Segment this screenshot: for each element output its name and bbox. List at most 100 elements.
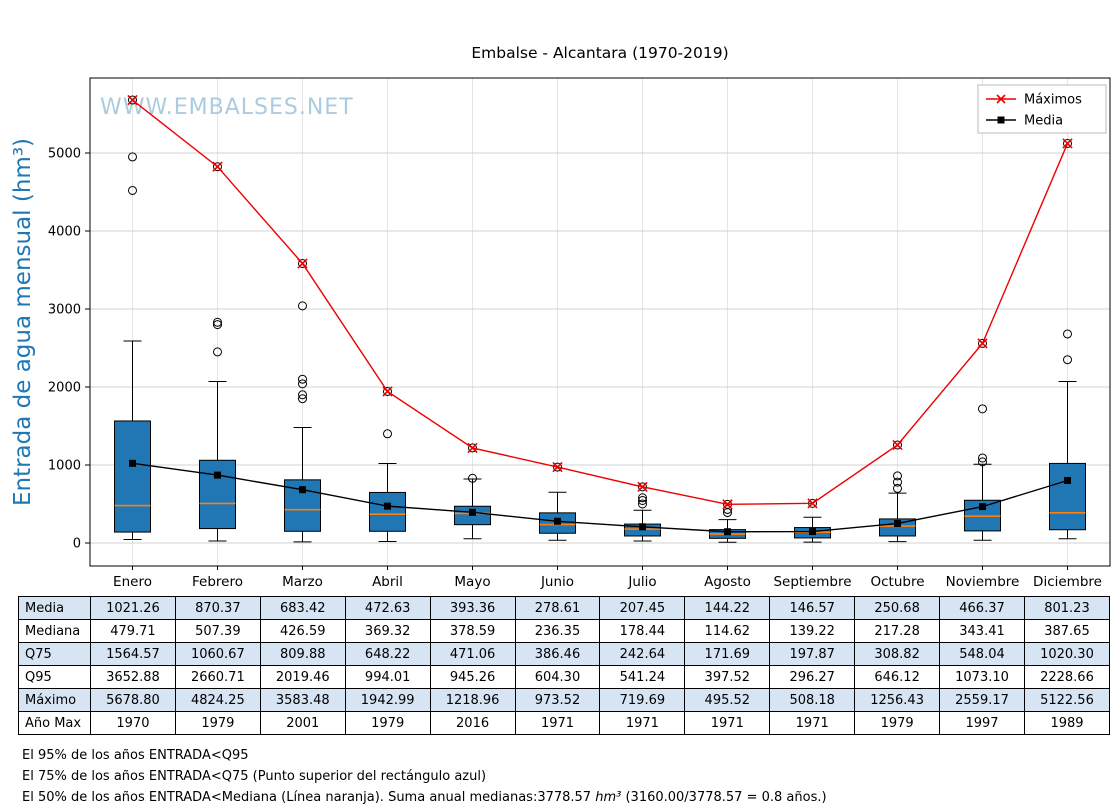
x-tick-label-Noviembre: Noviembre <box>946 574 1020 590</box>
table-cell: 171.69 <box>684 642 771 666</box>
x-tick-label-Abril: Abril <box>372 574 403 590</box>
footer-note-q75: El 75% de los años ENTRADA<Q75 (Punto su… <box>22 769 487 784</box>
table-cell: 369.32 <box>344 619 431 643</box>
table-cell: 1073.10 <box>939 665 1025 689</box>
table-cell: 207.45 <box>599 596 686 620</box>
table-cell: 5678.80 <box>90 688 176 712</box>
y-axis-label: Entrada de agua mensual (hm³) <box>10 138 36 506</box>
table-cell: 604.30 <box>514 665 601 689</box>
mean-square-marker <box>724 528 731 536</box>
outlier-marker <box>128 95 137 105</box>
box-Abril <box>369 491 406 532</box>
table-cell: 945.26 <box>429 665 516 689</box>
outlier-marker <box>298 394 307 404</box>
table-cell: 114.62 <box>684 619 771 643</box>
table-cell: 1020.30 <box>1023 642 1111 666</box>
legend-label-maximos: Máximos <box>1024 93 1082 108</box>
max-x-marker <box>552 461 563 473</box>
row-label: Q95 <box>18 665 91 689</box>
outlier-marker <box>978 404 987 414</box>
boxplot-chart: WWW.EMBALSES.NET 0 1000 2000 3000 4000 5000 Ene… <box>10 77 1111 590</box>
table-cell: 2016 <box>429 711 516 735</box>
row-label: Q75 <box>18 642 91 666</box>
outlier-marker <box>638 482 647 492</box>
table-cell: 1971 <box>514 711 601 735</box>
y-tick-label: 4000 <box>48 225 81 240</box>
table-cell: 809.88 <box>259 642 346 666</box>
x-tick-label-Agosto: Agosto <box>704 574 751 590</box>
outlier-marker <box>1063 138 1072 148</box>
legend-square-marker <box>997 116 1005 124</box>
outlier-marker <box>468 473 477 483</box>
table-cell: 548.04 <box>939 642 1025 666</box>
legend-label-media: Media <box>1024 114 1063 129</box>
table-cell: 471.06 <box>429 642 516 666</box>
legend <box>977 84 1107 134</box>
x-tick-label-Enero: Enero <box>113 574 152 590</box>
max-x-marker <box>637 481 648 493</box>
x-tick-label-Mayo: Mayo <box>454 574 490 590</box>
outlier-marker <box>1063 355 1072 365</box>
table-cell: 278.61 <box>514 596 601 620</box>
box-Marzo <box>284 479 321 532</box>
mean-square-marker <box>809 528 816 536</box>
outlier-marker <box>893 477 902 487</box>
outlier-marker <box>893 440 902 450</box>
row-label: Media <box>18 596 91 620</box>
mean-square-marker <box>129 459 136 467</box>
mean-square-marker <box>299 486 306 494</box>
max-x-marker <box>382 386 393 397</box>
table-cell: 426.59 <box>259 619 346 643</box>
table-cell: 1942.99 <box>344 688 431 712</box>
table-cell: 296.27 <box>769 665 856 689</box>
outlier-marker <box>553 462 562 472</box>
table-cell: 648.22 <box>344 642 431 666</box>
chart-title: Embalse - Alcantara (1970-2019) <box>471 44 729 62</box>
mean-square-marker <box>554 517 561 525</box>
footer-note-q95: El 95% de los años ENTRADA<Q95 <box>22 748 249 763</box>
table-cell: 2559.17 <box>939 688 1025 712</box>
legend-x-marker <box>996 94 1006 104</box>
table-cell: 541.24 <box>599 665 686 689</box>
table-cell: 139.22 <box>769 619 856 643</box>
footer-notes: El 95% de los años ENTRADA<Q95 El 75% de… <box>22 746 827 809</box>
table-cell: 250.68 <box>854 596 941 620</box>
mean-square-marker <box>894 519 901 527</box>
table-cell: 466.37 <box>939 596 1025 620</box>
table-cell: 217.28 <box>854 619 941 643</box>
table-cell: 1971 <box>684 711 771 735</box>
table-row-mediana: Mediana 479.71 507.39 426.59 369.32 378.59 236… <box>18 619 1111 643</box>
table-row-q75: Q75 1564.57 1060.67 809.88 648.22 471.06 386.4… <box>18 642 1111 666</box>
stats-table: Media 1021.26 870.37 683.42 472.63 393.36 278.… <box>18 596 1111 735</box>
outlier-marker <box>298 258 307 268</box>
table-cell: 1256.43 <box>854 688 941 712</box>
table-cell: 378.59 <box>429 619 516 643</box>
box-Febrero <box>199 459 236 530</box>
table-cell: 1218.96 <box>429 688 516 712</box>
table-cell: 1979 <box>854 711 941 735</box>
table-cell: 242.64 <box>599 642 686 666</box>
table-cell: 1970 <box>90 711 176 735</box>
max-x-marker <box>1062 138 1073 149</box>
x-tick-label-Diciembre: Diciembre <box>1033 574 1102 590</box>
y-tick-label: 0 <box>73 537 81 552</box>
outlier-marker <box>1063 329 1072 339</box>
max-x-marker <box>722 499 733 510</box>
table-cell: 178.44 <box>599 619 686 643</box>
table-cell: 1979 <box>174 711 261 735</box>
x-tick-label-Septiembre: Septiembre <box>773 574 851 590</box>
outlier-marker <box>213 347 222 357</box>
table-cell: 343.41 <box>939 619 1025 643</box>
table-cell: 146.57 <box>769 596 856 620</box>
table-cell: 1021.26 <box>90 596 176 620</box>
outlier-marker <box>978 338 987 348</box>
table-row-q95: Q95 3652.88 2660.71 2019.46 994.01 945.26 604.… <box>18 665 1111 689</box>
outlier-marker <box>893 483 902 493</box>
outlier-marker <box>978 453 987 463</box>
table-cell: 472.63 <box>344 596 431 620</box>
table-cell: 393.36 <box>429 596 516 620</box>
media-line <box>132 462 1068 533</box>
max-x-marker <box>467 442 478 454</box>
x-tick-label-Febrero: Febrero <box>192 574 243 590</box>
x-tick-label-Julio: Julio <box>627 574 656 590</box>
